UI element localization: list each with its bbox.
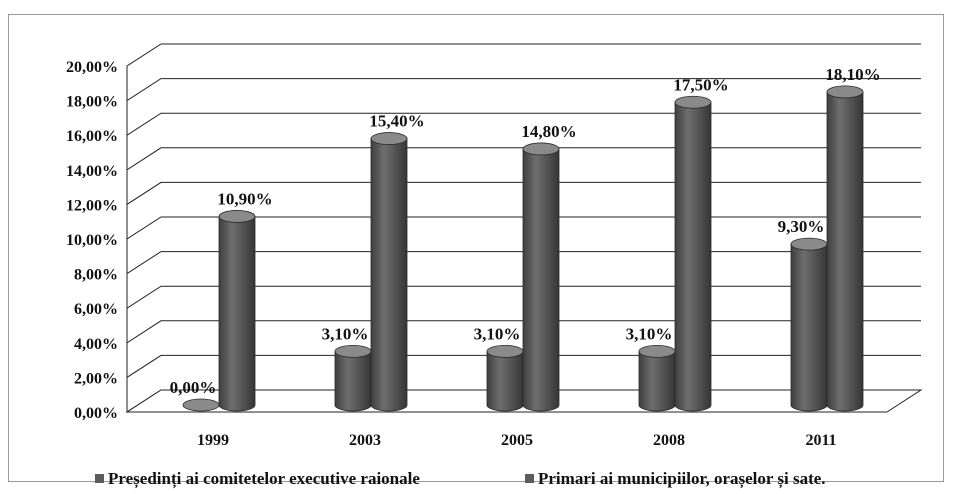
y-tick-label: 0,00%	[74, 405, 118, 422]
legend-label: Primari ai municipiilor, orașelor și sat…	[538, 469, 826, 489]
data-label: 17,50%	[673, 75, 728, 94]
gridline	[126, 147, 921, 171]
y-tick-label: 20,00%	[66, 59, 118, 76]
y-tick-label: 18,00%	[66, 94, 118, 111]
y-tick-label: 2,00%	[74, 370, 118, 387]
y-tick-label: 10,00%	[66, 232, 118, 249]
data-label: 3,10%	[626, 324, 673, 343]
legend-swatch	[525, 474, 534, 483]
data-label: 14,80%	[521, 122, 576, 141]
data-label: 10,90%	[217, 189, 272, 208]
x-tick-label: 2003	[349, 432, 381, 449]
gridline	[126, 112, 921, 136]
data-label: 0,00%	[170, 378, 217, 397]
bar	[674, 95, 712, 412]
bar	[522, 142, 560, 412]
gridline	[126, 78, 921, 102]
y-tick-label: 8,00%	[74, 267, 118, 284]
bar	[790, 237, 828, 412]
x-tick-label: 2008	[653, 432, 685, 449]
bar	[334, 344, 372, 412]
data-label: 9,30%	[778, 217, 825, 236]
data-label: 15,40%	[369, 112, 424, 131]
data-label: 18,10%	[825, 65, 880, 84]
legend-swatch	[95, 474, 104, 483]
bar	[638, 344, 676, 412]
y-tick-label: 6,00%	[74, 301, 118, 318]
label-layer: 0,00% 10,90% 3,10% 15,40% 3,10% 14,80% 3,10% 17…	[170, 65, 881, 397]
gridline	[126, 285, 921, 309]
bar	[370, 132, 408, 412]
y-tick-label: 14,00%	[66, 163, 118, 180]
legend-label: Președinți ai comitetelor executive raio…	[108, 469, 420, 489]
x-tick-label: 1999	[197, 432, 229, 449]
x-tick-label: 2011	[805, 432, 836, 449]
gridline	[126, 320, 921, 344]
bar	[182, 398, 220, 412]
gridline	[126, 251, 921, 275]
bar	[826, 85, 864, 412]
x-tick-label: 2005	[501, 432, 533, 449]
data-label: 3,10%	[322, 324, 369, 343]
y-tick-label: 16,00%	[66, 128, 118, 145]
legend: Președinți ai comitetelor executive raio…	[95, 469, 826, 489]
bar	[486, 344, 524, 412]
gridline	[126, 181, 921, 205]
bar	[218, 210, 256, 412]
y-tick-label: 12,00%	[66, 197, 118, 214]
data-label: 3,10%	[474, 324, 521, 343]
bar-layer	[182, 85, 864, 412]
y-tick-label: 4,00%	[74, 336, 118, 353]
gridline	[126, 216, 921, 240]
gridline	[126, 43, 921, 67]
